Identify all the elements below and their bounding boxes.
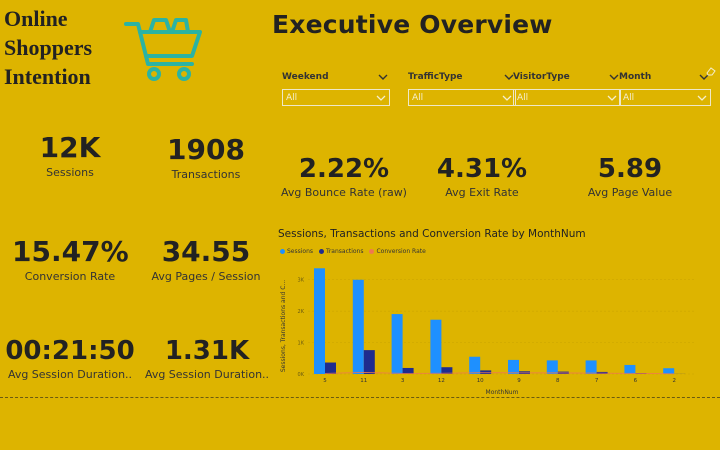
brand-line-3: Intention xyxy=(4,64,91,89)
footer-divider xyxy=(0,397,720,398)
chart-legend: Sessions Transactions Conversion Rate xyxy=(280,248,426,255)
slicer-traffictype-value: All xyxy=(412,92,424,103)
bar-transactions-10[interactable] xyxy=(480,370,492,374)
legend-conversion-rate: Conversion Rate xyxy=(369,248,426,255)
brand-line-1: Online xyxy=(4,6,68,31)
slicer-month-label: Month xyxy=(619,72,652,82)
brand-title: Online Shoppers Intention xyxy=(4,4,92,91)
combo-chart: Sessions, Transactions and C... MonthNum… xyxy=(280,268,696,396)
kpi-conversion-value: 15.47% xyxy=(12,235,129,268)
kpi-transactions-value: 1908 xyxy=(167,133,245,166)
bar-sessions-6[interactable] xyxy=(624,364,636,374)
chevron-down-icon xyxy=(607,95,617,101)
eraser-icon[interactable] xyxy=(706,66,716,76)
x-tick-label: 2 xyxy=(672,378,676,384)
kpi-bounce-rate: 2.22% Avg Bounce Rate (raw) xyxy=(274,156,414,199)
slicer-weekend-dropdown[interactable]: All xyxy=(282,89,390,106)
bar-sessions-12[interactable] xyxy=(430,319,442,374)
y-tick-label: 3K xyxy=(298,278,305,284)
x-tick-label: 3 xyxy=(401,378,405,384)
bar-transactions-3[interactable] xyxy=(402,367,414,374)
bar-sessions-10[interactable] xyxy=(469,356,481,374)
bar-sessions-9[interactable] xyxy=(508,359,519,374)
slicer-weekend[interactable]: Weekend All xyxy=(282,70,390,106)
slicer-visitortype[interactable]: VisitorType All xyxy=(513,70,621,106)
slicer-traffictype-label: TrafficType xyxy=(408,72,463,82)
page-title: Executive Overview xyxy=(272,10,553,39)
slicer-traffictype-dropdown[interactable]: All xyxy=(408,89,516,106)
bar-transactions-11[interactable] xyxy=(363,350,375,374)
kpi-transactions-label: Transactions xyxy=(171,168,241,181)
slicer-traffictype[interactable]: TrafficType All xyxy=(408,70,516,106)
kpi-sessions-label: Sessions xyxy=(46,166,94,179)
x-tick-label: 6 xyxy=(634,378,638,384)
kpi-exit-label: Avg Exit Rate xyxy=(445,186,519,199)
kpi-bounce-label: Avg Bounce Rate (raw) xyxy=(281,186,407,199)
x-axis-label: MonthNum xyxy=(486,389,519,396)
kpi-pages-session-value: 34.55 xyxy=(161,235,251,268)
kpi-session-duration-time: 00:21:50 Avg Session Duration.. xyxy=(0,338,140,381)
chart-title: Sessions, Transactions and Conversion Ra… xyxy=(278,228,586,240)
x-tick-label: 5 xyxy=(323,378,327,384)
legend-sessions: Sessions xyxy=(280,248,313,255)
kpi-page-value: 5.89 Avg Page Value xyxy=(570,156,690,199)
chevron-down-icon[interactable] xyxy=(504,74,514,80)
shopping-cart-icon xyxy=(124,18,202,81)
kpi-sessions-value: 12K xyxy=(39,131,101,164)
slicer-month-value: All xyxy=(623,92,635,103)
bar-sessions-8[interactable] xyxy=(546,360,558,374)
kpi-exit-rate: 4.31% Avg Exit Rate xyxy=(424,156,540,199)
x-tick-label: 7 xyxy=(595,378,599,384)
chevron-down-icon[interactable] xyxy=(378,74,388,80)
bar-sessions-3[interactable] xyxy=(391,314,403,374)
kpi-pages-session: 34.55 Avg Pages / Session xyxy=(142,235,270,284)
kpi-conversion-label: Conversion Rate xyxy=(24,270,116,283)
x-tick-label: 10 xyxy=(477,378,484,384)
kpi-sessions: 12K Sessions xyxy=(20,131,120,180)
bar-sessions-11[interactable] xyxy=(352,279,364,374)
kpi-transactions: 1908 Transactions xyxy=(150,133,262,182)
chevron-down-icon xyxy=(376,95,386,101)
x-tick-label: 8 xyxy=(556,378,560,384)
kpi-duration1-label: Avg Session Duration.. xyxy=(7,368,133,381)
slicer-weekend-value: All xyxy=(286,92,298,103)
brand-line-2: Shoppers xyxy=(4,35,93,60)
slicer-weekend-label: Weekend xyxy=(282,72,329,82)
legend-transactions: Transactions xyxy=(319,248,363,255)
bar-sessions-7[interactable] xyxy=(585,360,597,374)
kpi-bounce-value: 2.22% xyxy=(298,154,390,184)
bar-transactions-12[interactable] xyxy=(441,367,453,374)
x-tick-label: 9 xyxy=(517,378,521,384)
chevron-down-icon[interactable] xyxy=(699,74,709,80)
y-tick-label: 1K xyxy=(298,341,305,347)
y-axis-label: Sessions, Transactions and C... xyxy=(280,280,287,372)
x-tick-label: 12 xyxy=(438,378,445,384)
bar-sessions-5[interactable] xyxy=(314,268,325,374)
slicer-month-dropdown[interactable]: All xyxy=(619,89,711,106)
x-tick-label: 11 xyxy=(360,378,367,384)
kpi-duration1-value: 00:21:50 xyxy=(5,336,135,366)
y-tick-label: 2K xyxy=(298,309,305,315)
kpi-page-value-label: Avg Page Value xyxy=(587,186,673,199)
line-conversion-rate[interactable] xyxy=(324,372,675,375)
slicer-visitortype-value: All xyxy=(517,92,529,103)
kpi-conversion-rate: 15.47% Conversion Rate xyxy=(12,235,129,284)
chevron-down-icon xyxy=(502,95,512,101)
bar-sessions-2[interactable] xyxy=(663,368,675,374)
slicer-visitortype-label: VisitorType xyxy=(513,72,570,82)
chevron-down-icon[interactable] xyxy=(609,74,619,80)
bar-transactions-5[interactable] xyxy=(325,362,336,374)
kpi-duration2-label: Avg Session Duration.. xyxy=(144,368,270,381)
chevron-down-icon xyxy=(697,95,707,101)
kpi-pages-session-label: Avg Pages / Session xyxy=(151,270,261,283)
kpi-exit-value: 4.31% xyxy=(436,154,528,184)
slicer-month[interactable]: Month All xyxy=(619,70,711,106)
slicer-visitortype-dropdown[interactable]: All xyxy=(513,89,621,106)
kpi-duration2-value: 1.31K xyxy=(164,336,250,366)
kpi-page-value-value: 5.89 xyxy=(597,154,663,184)
kpi-session-duration-seconds: 1.31K Avg Session Duration.. xyxy=(138,338,276,381)
y-tick-label: 0K xyxy=(298,372,305,378)
